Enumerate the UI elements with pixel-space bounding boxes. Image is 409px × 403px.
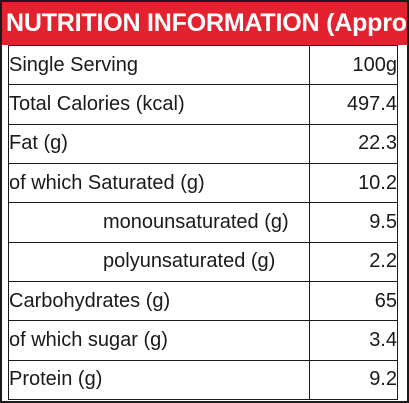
row-value-single-serving: 100g — [309, 44, 398, 86]
row-label-sugar: of which sugar (g) — [8, 320, 310, 361]
table-row: Carbohydrates (g) 65 — [8, 280, 398, 322]
table-row: Protein (g) 9.2 — [8, 359, 398, 401]
table-row: monounsaturated (g) 9.5 — [8, 202, 398, 243]
nutrition-table: Single Serving 100g Total Calories (kcal… — [8, 44, 398, 401]
table-row: of which Saturated (g) 10.2 — [8, 162, 398, 204]
row-label-total-calories: Total Calories (kcal) — [8, 84, 310, 125]
row-label-polyunsaturated: polyunsaturated (g) — [8, 241, 310, 282]
row-value-total-calories: 497.4 — [309, 84, 398, 125]
row-value-carbohydrates: 65 — [309, 280, 398, 322]
nutrition-title: NUTRITION INFORMATION (Approx) — [2, 2, 407, 45]
row-value-sugar: 3.4 — [309, 320, 398, 361]
row-label-single-serving: Single Serving — [8, 44, 310, 86]
row-value-polyunsaturated: 2.2 — [309, 241, 398, 282]
table-row: polyunsaturated (g) 2.2 — [8, 241, 398, 282]
row-value-protein: 9.2 — [309, 359, 398, 401]
row-value-fat: 22.3 — [309, 123, 398, 164]
row-label-monounsaturated: monounsaturated (g) — [8, 202, 310, 243]
row-label-protein: Protein (g) — [8, 359, 310, 401]
table-row: Fat (g) 22.3 — [8, 123, 398, 164]
table-row: Single Serving 100g — [8, 44, 398, 86]
table-row: Total Calories (kcal) 497.4 — [8, 84, 398, 125]
row-label-carbohydrates: Carbohydrates (g) — [8, 280, 310, 322]
row-label-fat: Fat (g) — [8, 123, 310, 164]
row-value-monounsaturated: 9.5 — [309, 202, 398, 243]
row-label-saturated: of which Saturated (g) — [8, 162, 310, 204]
row-value-saturated: 10.2 — [309, 162, 398, 204]
table-row: of which sugar (g) 3.4 — [8, 320, 398, 361]
